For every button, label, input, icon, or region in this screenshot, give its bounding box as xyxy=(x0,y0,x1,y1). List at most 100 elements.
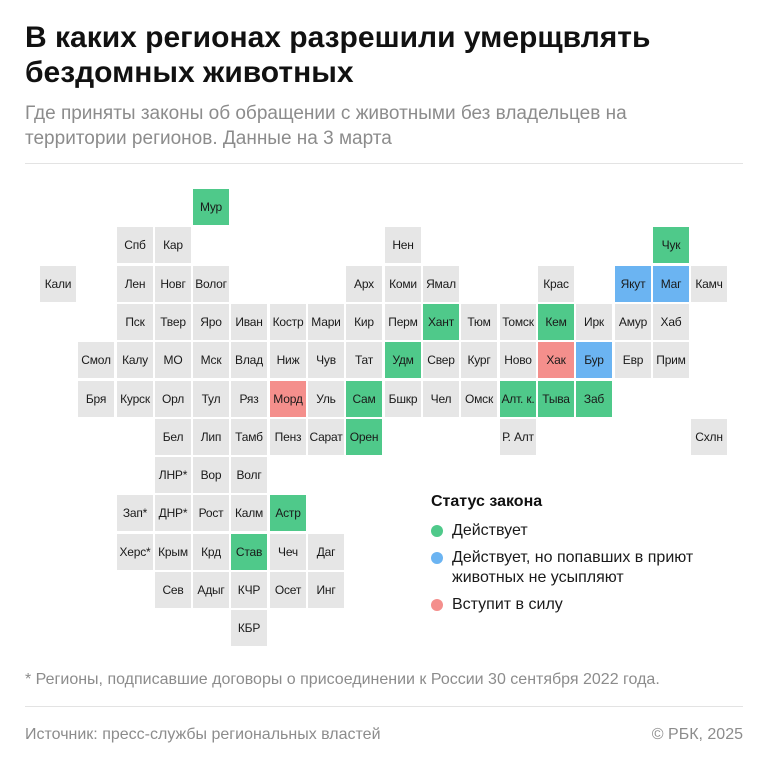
legend-item-active: Действует xyxy=(431,521,751,541)
region-tile: Амур xyxy=(615,304,651,340)
region-tile: Тюм xyxy=(461,304,497,340)
region-tile: Вор xyxy=(193,457,229,493)
region-tile: Тат xyxy=(346,342,382,378)
region-tile: Ново xyxy=(500,342,536,378)
legend-label-nocull: Действует, но попавших в приют животных … xyxy=(452,549,694,586)
region-tile: Лип xyxy=(193,419,229,455)
region-tile: Даг xyxy=(308,534,344,570)
legend-title: Статус закона xyxy=(431,493,543,510)
region-tile: Пенз xyxy=(270,419,306,455)
region-tile: Мари xyxy=(308,304,344,340)
legend: Статус закона Действует Действует, но по… xyxy=(431,491,751,622)
region-tile: Курск xyxy=(117,381,153,417)
footnote: * Регионы, подписавшие договоры о присое… xyxy=(25,671,660,688)
page-title: В каких регионах разрешили умерщвлять бе… xyxy=(25,21,651,89)
region-tile: Евр xyxy=(615,342,651,378)
region-tile: Чув xyxy=(308,342,344,378)
region-tile: Чук xyxy=(653,227,689,263)
region-tile: Морд xyxy=(270,381,306,417)
region-tile: Бур xyxy=(576,342,612,378)
legend-label-upcoming: Вступит в силу xyxy=(452,596,563,613)
region-tile: Костр xyxy=(270,304,306,340)
region-tile: Осет xyxy=(270,572,306,608)
region-tile: Хант xyxy=(423,304,459,340)
region-tile: Смол xyxy=(78,342,114,378)
region-tile: Прим xyxy=(653,342,689,378)
region-tile: Кир xyxy=(346,304,382,340)
bottom-divider xyxy=(25,706,743,707)
region-tile: Тыва xyxy=(538,381,574,417)
region-tile: Крд xyxy=(193,534,229,570)
region-tile: Пск xyxy=(117,304,153,340)
region-tile: Орен xyxy=(346,419,382,455)
region-tile: Яро xyxy=(193,304,229,340)
region-tile: Бшкр xyxy=(385,381,421,417)
region-tile: Нен xyxy=(385,227,421,263)
region-tile: Кали xyxy=(40,266,76,302)
region-tile: Хак xyxy=(538,342,574,378)
region-tile: Сарат xyxy=(308,419,344,455)
region-tile: Астр xyxy=(270,495,306,531)
region-tile: Схлн xyxy=(691,419,727,455)
legend-item-upcoming: Вступит в силу xyxy=(431,595,751,615)
region-tile: Калу xyxy=(117,342,153,378)
region-tile: Сев xyxy=(155,572,191,608)
region-tile: Адыг xyxy=(193,572,229,608)
region-tile: Крас xyxy=(538,266,574,302)
region-tile: Рост xyxy=(193,495,229,531)
legend-dot-active xyxy=(431,525,443,537)
region-tile: Мск xyxy=(193,342,229,378)
region-tile: Тул xyxy=(193,381,229,417)
legend-dot-upcoming xyxy=(431,599,443,611)
region-tile: Кург xyxy=(461,342,497,378)
region-tile: Влад xyxy=(231,342,267,378)
region-tile: Ряз xyxy=(231,381,267,417)
region-tile: Крым xyxy=(155,534,191,570)
legend-label-active: Действует xyxy=(452,522,528,539)
region-tile: Ямал xyxy=(423,266,459,302)
region-tile: Камч xyxy=(691,266,727,302)
region-tile: Омск xyxy=(461,381,497,417)
source-note: Источник: пресс-службы региональных влас… xyxy=(25,726,381,743)
region-tile: Твер xyxy=(155,304,191,340)
region-tile: Чеч xyxy=(270,534,306,570)
region-tile: Р. Алт xyxy=(500,419,536,455)
region-tile: Орл xyxy=(155,381,191,417)
region-tile: Иван xyxy=(231,304,267,340)
region-tile: Заб xyxy=(576,381,612,417)
region-tile: Тамб xyxy=(231,419,267,455)
region-tile: Мур xyxy=(193,189,229,225)
top-divider xyxy=(25,163,743,164)
region-tile: Маг xyxy=(653,266,689,302)
region-tile: Чел xyxy=(423,381,459,417)
region-tile: ДНР* xyxy=(155,495,191,531)
region-tile: Спб xyxy=(117,227,153,263)
page-subtitle: Где приняты законы об обращении с животн… xyxy=(25,103,627,149)
region-tile: Бря xyxy=(78,381,114,417)
region-tile: Ниж xyxy=(270,342,306,378)
region-tile: Алт. к. xyxy=(500,381,536,417)
region-tile: Удм xyxy=(385,342,421,378)
region-tile: Волог xyxy=(193,266,229,302)
region-tile: Херс* xyxy=(117,534,153,570)
region-tile: Волг xyxy=(231,457,267,493)
region-tile: Бел xyxy=(155,419,191,455)
region-tile: Коми xyxy=(385,266,421,302)
region-tile: ЛНР* xyxy=(155,457,191,493)
region-tile: Хаб xyxy=(653,304,689,340)
region-tile: Кар xyxy=(155,227,191,263)
region-tile: Арх xyxy=(346,266,382,302)
region-tile: Зап* xyxy=(117,495,153,531)
region-tile: Якут xyxy=(615,266,651,302)
region-tile: МО xyxy=(155,342,191,378)
region-tile: Свер xyxy=(423,342,459,378)
region-tile: КБР xyxy=(231,610,267,646)
region-tile: Лен xyxy=(117,266,153,302)
region-tile: Кем xyxy=(538,304,574,340)
region-tile: КЧР xyxy=(231,572,267,608)
region-tile: Уль xyxy=(308,381,344,417)
region-tile: Сам xyxy=(346,381,382,417)
legend-dot-nocull xyxy=(431,552,443,564)
region-tile: Став xyxy=(231,534,267,570)
